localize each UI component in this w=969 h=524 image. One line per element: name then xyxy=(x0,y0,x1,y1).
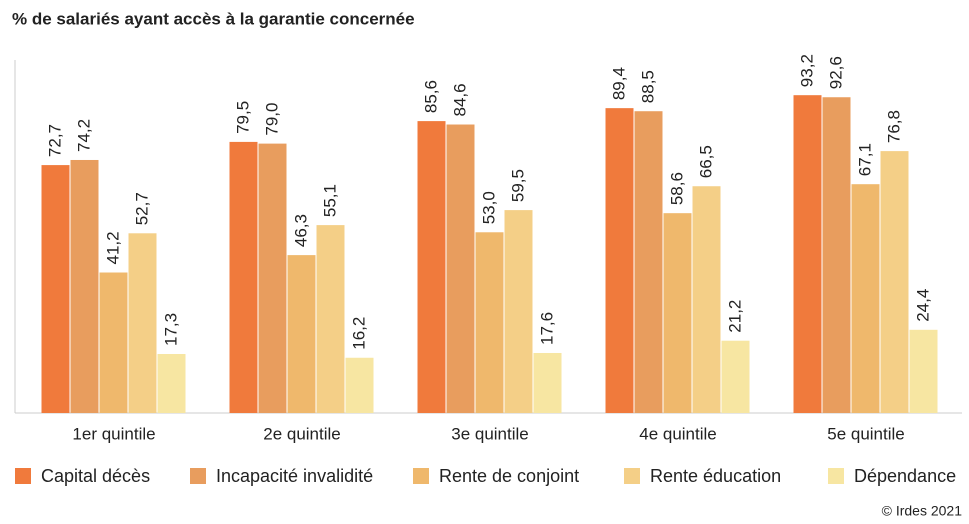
bar xyxy=(533,352,562,413)
legend-label: Dépendance xyxy=(854,466,956,486)
bar xyxy=(157,354,186,413)
value-label: 88,5 xyxy=(638,70,657,103)
bar xyxy=(634,111,663,413)
bar xyxy=(316,225,345,413)
legend-swatch xyxy=(15,468,31,484)
value-label: 17,3 xyxy=(161,313,180,346)
legend-label: Rente éducation xyxy=(650,466,781,486)
value-label: 79,0 xyxy=(262,103,281,136)
value-label: 52,7 xyxy=(132,192,151,225)
bar xyxy=(692,186,721,413)
value-label: 55,1 xyxy=(320,184,339,217)
bar xyxy=(605,108,634,414)
value-label: 74,2 xyxy=(74,119,93,152)
bar xyxy=(345,357,374,413)
value-label: 21,2 xyxy=(725,300,744,333)
bar xyxy=(258,143,287,414)
legend-swatch xyxy=(413,468,429,484)
bar xyxy=(287,255,316,413)
value-label: 41,2 xyxy=(103,231,122,264)
value-label: 59,5 xyxy=(508,169,527,202)
legend-label: Capital décès xyxy=(41,466,150,486)
value-label: 92,6 xyxy=(826,56,845,89)
value-label: 46,3 xyxy=(291,214,310,247)
value-label: 17,6 xyxy=(537,312,556,345)
bar xyxy=(446,124,475,413)
bar xyxy=(663,213,692,413)
value-label: 93,2 xyxy=(797,54,816,87)
bar xyxy=(909,329,938,413)
source: © Irdes 2021 xyxy=(882,503,963,519)
value-label: 67,1 xyxy=(855,143,874,176)
x-tick-label: 4e quintile xyxy=(639,424,717,443)
value-label: 58,6 xyxy=(667,172,686,205)
legend-label: Incapacité invalidité xyxy=(216,466,373,486)
value-label: 79,5 xyxy=(233,101,252,134)
x-tick-label: 2e quintile xyxy=(263,424,341,443)
legend-swatch xyxy=(828,468,844,484)
bar xyxy=(229,141,258,413)
bar xyxy=(417,121,446,413)
legend-label: Rente de conjoint xyxy=(439,466,579,486)
value-label: 76,8 xyxy=(884,110,903,143)
legend-swatch xyxy=(190,468,206,484)
value-label: 84,6 xyxy=(450,83,469,116)
bar xyxy=(475,232,504,413)
value-label: 85,6 xyxy=(421,80,440,113)
value-label: 72,7 xyxy=(45,124,64,157)
value-label: 66,5 xyxy=(696,145,715,178)
bar xyxy=(851,184,880,413)
bar xyxy=(880,151,909,413)
x-tick-label: 5e quintile xyxy=(827,424,905,443)
x-tick-label: 3e quintile xyxy=(451,424,529,443)
chart-title: % de salariés ayant accès à la garantie … xyxy=(12,9,415,28)
x-tick-label: 1er quintile xyxy=(72,424,155,443)
bar xyxy=(128,233,157,413)
bar xyxy=(99,272,128,413)
value-label: 16,2 xyxy=(349,317,368,350)
bar xyxy=(41,165,70,413)
bar xyxy=(822,97,851,413)
bar xyxy=(70,159,99,413)
value-label: 24,4 xyxy=(913,289,932,322)
value-label: 89,4 xyxy=(609,67,628,100)
bar xyxy=(793,95,822,414)
bar xyxy=(721,340,750,413)
legend-swatch xyxy=(624,468,640,484)
bar xyxy=(504,210,533,413)
value-label: 53,0 xyxy=(479,191,498,224)
